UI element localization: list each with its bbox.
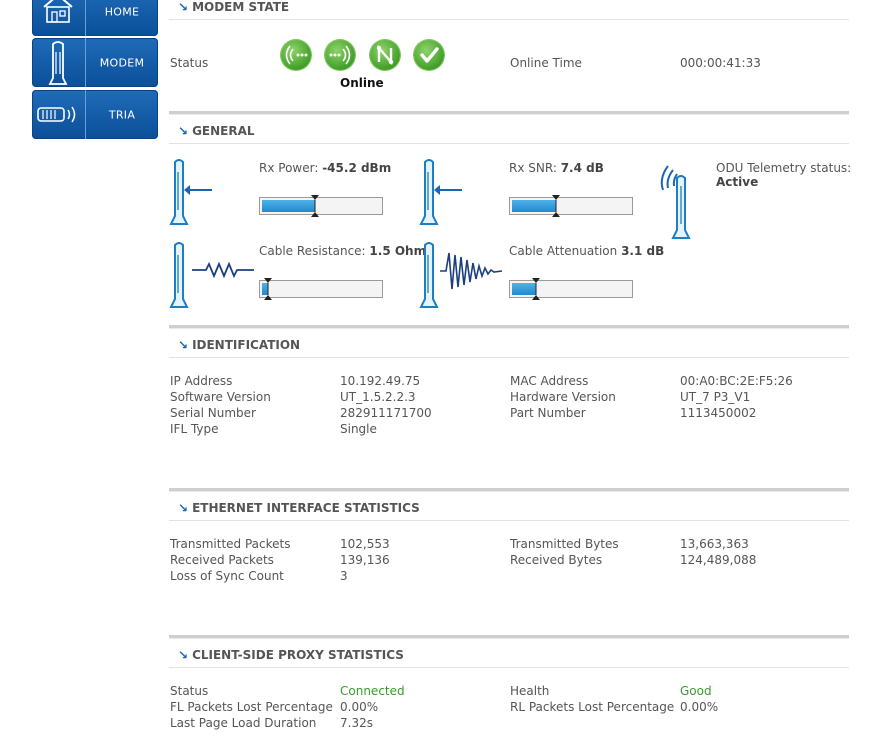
rx-bytes-label: Received Bytes [510,553,603,567]
section-divider [169,143,849,144]
tria-nav-label: TRIA [108,108,136,121]
loss-of-sync-value: 3 [340,569,348,583]
software-version-value: UT_1.5.2.2.3 [340,390,416,404]
odu-telemetry-label: ODU Telemetry status: [716,161,852,175]
odu-telemetry-icon [660,165,691,239]
cable-attenuation-icon [419,242,503,308]
meter-fill [262,283,268,295]
collapse-arrow-icon[interactable]: ↘ [178,338,189,352]
cable-resistance-text: Cable Resistance: 1.5 Ohms [259,244,434,258]
rx-power-text: Rx Power: -45.2 dBm [259,161,392,175]
proxy-status-value: Connected [340,684,405,698]
part-number-label: Part Number [510,406,586,420]
home-icon [32,0,86,36]
proxy-stats-title: ↘ CLIENT-SIDE PROXY STATISTICS [178,648,404,662]
tx-bytes-label: Transmitted Bytes [510,537,619,551]
collapse-arrow-icon[interactable]: ↘ [178,0,189,14]
ip-address-value: 10.192.49.75 [340,374,421,388]
section-divider [169,19,849,20]
modem-state-title: ↘ MODEM STATE [178,0,290,14]
mac-address-label: MAC Address [510,374,589,388]
proxy-status-label: Status [170,684,209,698]
rx-snr-icon [419,159,462,225]
tria-icon [32,90,86,139]
rx-packets-label: Received Packets [170,553,274,567]
rx-power-icon [169,159,212,225]
meter-fill [512,283,536,295]
fl-packets-lost-value: 0.00% [340,700,379,714]
loss-of-sync-label: Loss of Sync Count [170,569,284,583]
meter-marker [311,195,319,217]
general-title: ↘ GENERAL [178,124,255,138]
tria-nav-button[interactable]: TRIA [32,90,158,139]
section-rule [169,325,849,329]
home-nav-label: HOME [104,5,140,18]
status-label: Status [170,56,209,70]
section-rule [169,111,849,115]
rx-power-meter [259,195,383,217]
cable-attenuation-text: Cable Attenuation 3.1 dB [509,244,665,258]
transmit-signal-icon [325,40,355,70]
cable-attenuation-meter [509,278,633,300]
meter-marker [532,278,540,300]
health-label: Health [510,684,550,698]
rx-bytes-value: 124,489,088 [680,553,757,567]
meter-marker [552,195,560,217]
health-value: Good [680,684,712,698]
home-nav-button[interactable]: HOME [32,0,158,36]
online-time-label: Online Time [510,56,582,70]
ifl-type-value: Single [340,422,377,436]
identification-title: ↘ IDENTIFICATION [178,338,301,352]
rx-packets-value: 139,136 [340,553,390,567]
cable-resistance-icon [169,242,254,308]
rl-packets-lost-value: 0.00% [680,700,719,714]
last-page-load-label: Last Page Load Duration [170,716,317,730]
part-number-value: 1113450002 [680,406,757,420]
mac-address-value: 00:A0:BC:2E:F5:26 [680,374,793,388]
collapse-arrow-icon[interactable]: ↘ [178,124,189,138]
cable-resistance-meter [259,278,383,300]
serial-number-label: Serial Number [170,406,256,420]
serial-number-value: 282911171700 [340,406,432,420]
ifl-type-label: IFL Type [170,422,219,436]
fl-packets-lost-label: FL Packets Lost Percentage [170,700,333,714]
section-divider [169,520,849,521]
section-divider [169,357,849,358]
meter-fill [512,200,556,212]
ip-address-label: IP Address [170,374,233,388]
rx-snr-meter [509,195,633,217]
tx-bytes-value: 13,663,363 [680,537,749,551]
ethernet-stats-title: ↘ ETHERNET INTERFACE STATISTICS [178,501,420,515]
meter-marker [264,278,272,300]
modem-nav-label: MODEM [99,56,145,69]
last-page-load-value: 7.32s [340,716,373,730]
software-version-label: Software Version [170,390,271,404]
section-rule [169,635,849,639]
receive-signal-icon [281,40,311,70]
section-rule [169,488,849,492]
odu-telemetry-value: Active [716,175,759,189]
online-check-icon [414,40,444,70]
meter-fill [262,200,315,212]
tx-packets-value: 102,553 [340,537,390,551]
hardware-version-label: Hardware Version [510,390,616,404]
rx-snr-text: Rx SNR: 7.4 dB [509,161,604,175]
network-icon [370,40,400,70]
rl-packets-lost-label: RL Packets Lost Percentage [510,700,675,714]
modem-nav-button[interactable]: MODEM [32,38,158,87]
collapse-arrow-icon[interactable]: ↘ [178,501,189,515]
hardware-version-value: UT_7 P3_V1 [680,390,751,404]
online-time-value: 000:00:41:33 [680,56,761,70]
section-divider [169,667,849,668]
tx-packets-label: Transmitted Packets [170,537,291,551]
modem-icon [32,38,86,87]
online-status-value: Online [340,76,384,90]
collapse-arrow-icon[interactable]: ↘ [178,648,189,662]
